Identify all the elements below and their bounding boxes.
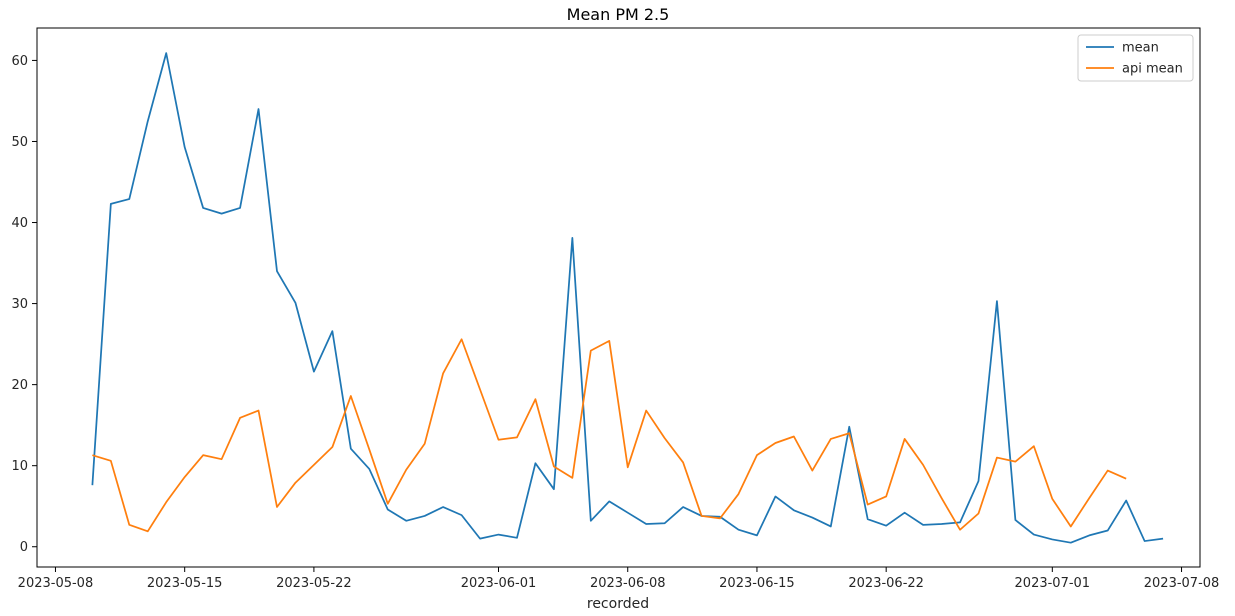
y-tick-label: 10 bbox=[11, 459, 28, 474]
y-tick-label: 50 bbox=[11, 135, 28, 150]
x-tick-label: 2023-06-15 bbox=[719, 576, 795, 591]
plot-area bbox=[91, 52, 1164, 544]
legend: mean api mean bbox=[1077, 34, 1194, 82]
x-tick-label: 2023-06-01 bbox=[461, 576, 537, 591]
y-tick-label: 40 bbox=[11, 216, 28, 231]
x-tick-label: 2023-07-08 bbox=[1144, 576, 1220, 591]
plot-frame bbox=[36, 27, 1201, 568]
legend-entry: api mean bbox=[1122, 62, 1183, 77]
x-tick-label: 2023-05-22 bbox=[276, 576, 352, 591]
chart-title: Mean PM 2.5 bbox=[567, 5, 670, 24]
legend-entry: mean bbox=[1122, 41, 1159, 56]
y-axis: 0 10 20 30 40 50 60 bbox=[11, 54, 37, 555]
y-tick-label: 30 bbox=[11, 297, 28, 312]
x-axis-label: recorded bbox=[587, 596, 649, 612]
x-tick-label: 2023-07-01 bbox=[1015, 576, 1091, 591]
y-tick-label: 0 bbox=[20, 540, 28, 555]
y-tick-label: 60 bbox=[11, 54, 28, 69]
x-tick-label: 2023-05-15 bbox=[147, 576, 223, 591]
x-axis: 2023-05-08 2023-05-15 2023-05-22 2023-06-01… bbox=[18, 567, 1220, 591]
series-line-api-mean bbox=[92, 338, 1127, 533]
x-tick-label: 2023-06-08 bbox=[590, 576, 666, 591]
y-tick-label: 20 bbox=[11, 378, 28, 393]
x-tick-label: 2023-05-08 bbox=[18, 576, 94, 591]
x-tick-label: 2023-06-22 bbox=[848, 576, 924, 591]
series-line-mean bbox=[91, 52, 1164, 544]
